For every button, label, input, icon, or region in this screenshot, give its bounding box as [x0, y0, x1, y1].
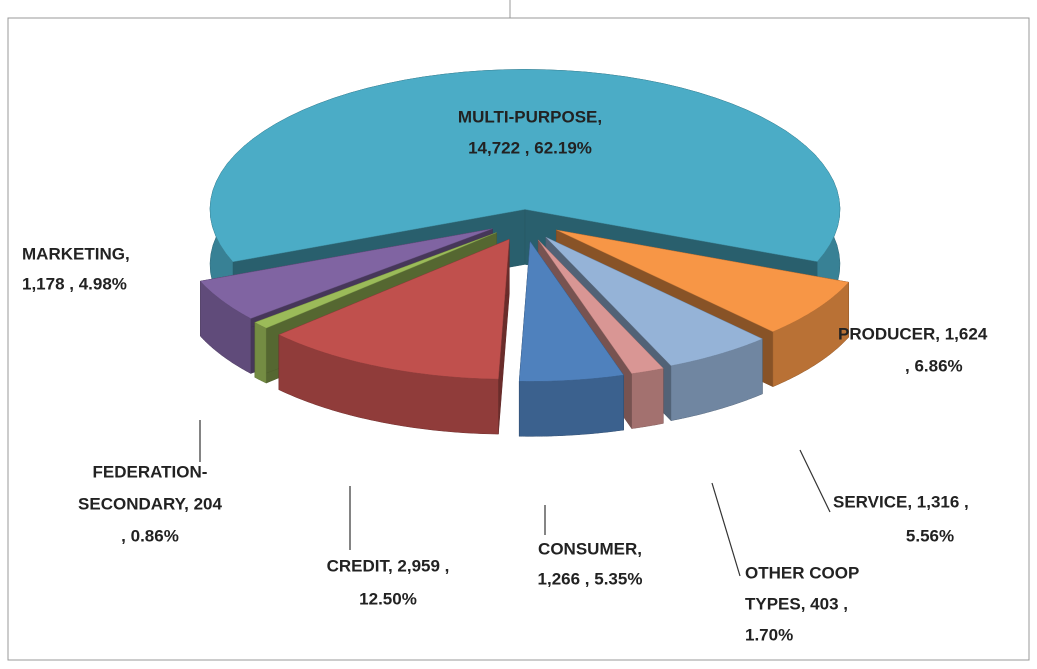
data-label: TYPES, 403 ,	[745, 594, 848, 613]
data-label: 5.56%	[906, 526, 954, 545]
data-label: CONSUMER,	[538, 539, 642, 558]
slice-wall	[518, 374, 624, 437]
data-label: PRODUCER, 1,624	[838, 324, 988, 343]
data-label: SECONDARY, 204	[78, 494, 222, 513]
slice	[199, 228, 493, 319]
slice	[545, 236, 763, 366]
slice	[209, 69, 841, 263]
data-label: , 6.86%	[905, 356, 963, 375]
labels: MULTI-PURPOSE, 14,722 , 62.19% PRODUCER, 1…	[22, 107, 988, 644]
slice-wall	[254, 321, 267, 384]
slice	[556, 229, 850, 332]
data-label: CREDIT, 2,959 ,	[327, 556, 450, 575]
data-label: FEDERATION-	[93, 462, 208, 481]
data-label: MULTI-PURPOSE,	[458, 107, 602, 126]
leader-line	[711, 482, 741, 577]
data-label: OTHER COOP	[745, 563, 859, 582]
data-label: 1,266 , 5.35%	[538, 569, 643, 588]
slice	[278, 238, 510, 380]
data-label: 1,178 , 4.98%	[22, 274, 127, 293]
slice	[518, 240, 625, 382]
slice	[537, 239, 664, 374]
data-label: MARKETING,	[22, 244, 130, 263]
leader-line	[799, 449, 831, 513]
data-label: 14,722 , 62.19%	[468, 138, 592, 157]
data-label: 1.70%	[745, 625, 793, 644]
slice	[254, 232, 497, 329]
slice-wall	[631, 368, 664, 429]
data-label: SERVICE, 1,316 ,	[833, 492, 969, 511]
data-label: 12.50%	[359, 589, 417, 608]
pie	[199, 69, 850, 437]
data-label: , 0.86%	[121, 526, 179, 545]
